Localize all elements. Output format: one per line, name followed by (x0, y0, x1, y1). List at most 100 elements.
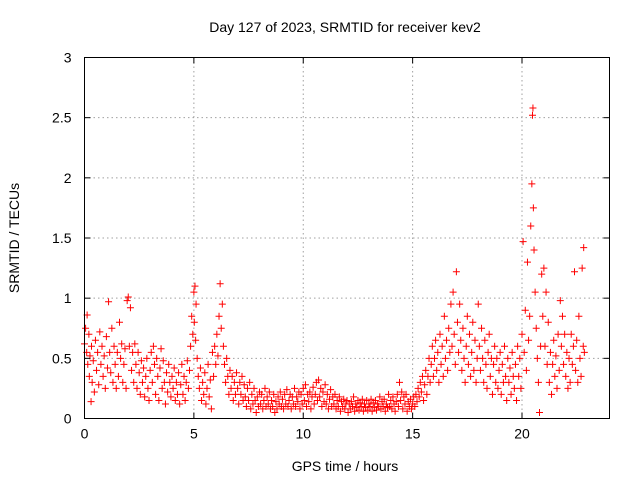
data-point (264, 400, 272, 408)
data-point (315, 376, 323, 384)
data-point (233, 369, 241, 377)
data-point (135, 369, 143, 377)
data-point (457, 336, 465, 344)
data-point (222, 378, 230, 386)
data-point (458, 366, 466, 374)
data-point (201, 369, 209, 377)
data-point (363, 396, 371, 404)
data-point (306, 388, 314, 396)
data-point (564, 384, 572, 392)
data-point (97, 360, 105, 368)
data-point (238, 372, 246, 380)
data-point (572, 366, 580, 374)
data-point (198, 396, 206, 404)
data-point (248, 390, 256, 398)
data-point (415, 393, 423, 401)
y-tick-label: 1.5 (52, 230, 72, 246)
data-point (529, 104, 537, 112)
data-point (193, 354, 201, 362)
data-point (164, 388, 172, 396)
data-point (195, 384, 203, 392)
data-point (414, 384, 422, 392)
data-point (399, 405, 407, 413)
data-point (307, 405, 315, 413)
data-point (300, 396, 308, 404)
data-point (180, 372, 188, 380)
y-tick-label: 2 (64, 170, 72, 186)
data-point (495, 366, 503, 374)
data-point (155, 396, 163, 404)
data-point (177, 381, 185, 389)
data-point (562, 372, 570, 380)
data-point (540, 264, 548, 272)
data-point (434, 348, 442, 356)
data-point (476, 366, 484, 374)
data-point (576, 354, 584, 362)
data-point (190, 318, 198, 326)
data-point (351, 407, 359, 415)
data-point (538, 270, 546, 278)
data-point (556, 297, 564, 305)
data-point (218, 300, 226, 308)
x-tick-label: 20 (514, 426, 530, 442)
data-point (309, 383, 317, 391)
data-point (133, 384, 141, 392)
data-point (502, 372, 510, 380)
data-point (545, 378, 553, 386)
data-point (580, 244, 588, 252)
data-point (221, 360, 228, 368)
data-point (531, 288, 539, 296)
data-point (461, 378, 469, 386)
data-point (280, 405, 288, 413)
data-point (413, 398, 421, 406)
data-point (385, 390, 393, 398)
data-point (380, 395, 388, 403)
data-point (530, 246, 538, 254)
data-point (505, 378, 513, 386)
data-point (542, 288, 550, 296)
data-point (358, 395, 366, 403)
data-point (175, 369, 183, 377)
data-point (278, 395, 286, 403)
data-point (88, 342, 95, 350)
data-point (138, 378, 146, 386)
data-point (287, 405, 295, 413)
data-point (533, 354, 541, 362)
data-point (111, 360, 119, 368)
data-point (165, 360, 173, 368)
data-point (575, 312, 583, 320)
data-point (490, 360, 498, 368)
data-point (251, 396, 259, 404)
data-point (219, 342, 227, 350)
data-point (493, 354, 501, 362)
data-point (157, 345, 165, 353)
data-point (508, 348, 516, 356)
data-point (318, 402, 326, 410)
data-point (179, 390, 187, 398)
data-point (181, 396, 189, 404)
x-tick-label: 10 (295, 426, 311, 442)
data-point (85, 330, 93, 338)
data-point (523, 258, 531, 266)
data-point (580, 348, 588, 356)
data-point (234, 384, 242, 392)
data-point (429, 372, 437, 380)
data-point (441, 354, 449, 362)
data-point (214, 352, 222, 360)
data-point (488, 390, 496, 398)
data-point (546, 348, 554, 356)
data-point (178, 360, 186, 368)
data-point (191, 282, 199, 290)
data-point (552, 352, 560, 360)
data-point (291, 384, 298, 392)
data-point (225, 390, 233, 398)
data-point (514, 342, 522, 350)
data-point (551, 372, 559, 380)
data-point (98, 342, 106, 350)
data-point (566, 378, 574, 386)
data-point (283, 386, 291, 394)
data-point (422, 366, 430, 374)
data-point (227, 384, 235, 392)
data-point (117, 354, 125, 362)
data-point (116, 318, 123, 326)
